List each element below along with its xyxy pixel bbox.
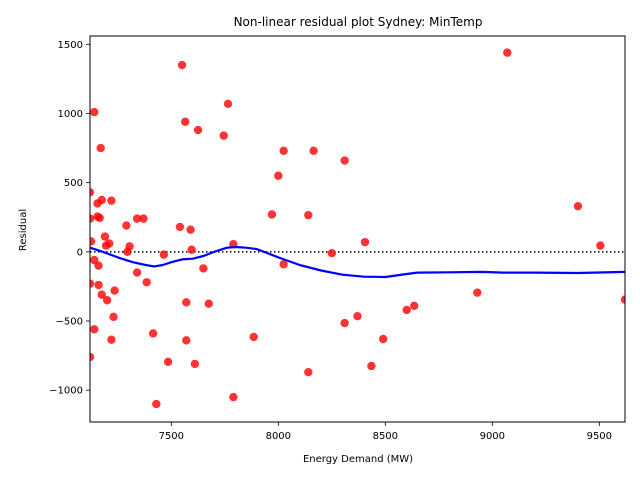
scatter-point-33 [159, 250, 169, 259]
scatter-point-58 [327, 249, 337, 258]
scatter-point-61 [353, 311, 362, 321]
scatter-points [90, 48, 625, 409]
scatter-point-11 [94, 280, 103, 290]
scatter-point-13 [96, 143, 105, 153]
scatter-point-65 [402, 305, 411, 315]
scatter-point-70 [596, 241, 605, 250]
scatter-point-20 [107, 196, 116, 205]
x-axis-ticks: 7500 8000 8500 9000 9500 [159, 422, 612, 442]
y-tick-label-4: 1000 [58, 109, 83, 120]
scatter-point-24 [122, 221, 131, 230]
scatter-point-71 [620, 295, 625, 304]
scatter-point-22 [109, 312, 118, 322]
scatter-point-34 [163, 357, 173, 367]
x-axis-label: Energy Demand (MW) [303, 454, 413, 465]
scatter-point-23 [110, 286, 119, 295]
scatter-point-38 [182, 298, 191, 307]
scatter-point-4 [90, 352, 95, 362]
scatter-point-42 [190, 359, 200, 369]
scatter-point-60 [340, 318, 349, 328]
scatter-point-5 [90, 107, 99, 117]
plot-frame [89, 35, 626, 423]
fit-curve-line [90, 245, 625, 279]
x-tick-label-0: 7500 [159, 431, 184, 442]
scatter-point-43 [193, 125, 203, 135]
chart-title: Non-linear residual plot Sydney: MinTemp [234, 15, 483, 29]
y-tick-label-0: −1000 [49, 386, 83, 397]
scatter-point-37 [181, 117, 190, 126]
plot-area [90, 48, 625, 409]
scatter-point-45 [204, 299, 213, 308]
scatter-point-44 [199, 264, 208, 273]
scatter-point-12 [95, 213, 104, 223]
scatter-point-46 [219, 131, 228, 140]
scatter-point-3 [90, 279, 95, 288]
scatter-point-69 [573, 201, 583, 211]
scatter-point-27 [132, 214, 142, 223]
scatter-point-50 [249, 332, 258, 342]
scatter-point-18 [102, 296, 112, 305]
y-tick-label-3: 500 [64, 178, 83, 189]
x-tick-label-2: 8500 [373, 431, 398, 442]
scatter-point-57 [309, 146, 318, 156]
scatter-point-68 [503, 48, 512, 57]
scatter-point-32 [152, 399, 161, 409]
scatter-point-39 [182, 336, 191, 345]
y-tick-label-1: −500 [56, 317, 83, 328]
y-tick-label-2: 0 [77, 247, 83, 258]
scatter-point-0 [90, 188, 95, 197]
scatter-point-36 [177, 60, 187, 70]
scatter-point-56 [304, 367, 313, 377]
scatter-point-21 [107, 335, 116, 344]
y-axis-ticks: −1000 −500 0 500 1000 1500 [49, 40, 90, 397]
scatter-point-63 [367, 361, 376, 371]
x-tick-label-1: 8000 [266, 431, 291, 442]
scatter-point-49 [229, 392, 238, 402]
x-tick-label-3: 9000 [480, 431, 505, 442]
scatter-point-19 [105, 239, 114, 248]
scatter-point-67 [473, 288, 482, 297]
scatter-point-15 [97, 290, 106, 299]
scatter-point-64 [378, 334, 388, 344]
scatter-point-62 [360, 237, 370, 247]
scatter-point-31 [148, 329, 158, 338]
y-axis-label: Residual [18, 209, 29, 251]
scatter-point-40 [186, 225, 195, 234]
scatter-point-55 [304, 210, 313, 220]
scatter-point-26 [125, 242, 134, 251]
scatter-point-30 [142, 278, 151, 287]
scatter-point-10 [94, 261, 103, 270]
scatter-point-14 [97, 195, 106, 205]
scatter-point-2 [90, 237, 96, 246]
scatter-point-52 [274, 171, 283, 180]
scatter-point-59 [340, 156, 349, 165]
scatter-point-1 [90, 214, 95, 223]
fit-curve [90, 245, 625, 279]
scatter-point-66 [410, 301, 419, 310]
scatter-point-28 [132, 268, 142, 277]
scatter-point-7 [90, 325, 99, 334]
scatter-point-53 [279, 146, 288, 156]
y-tick-label-5: 1500 [58, 40, 83, 51]
scatter-point-16 [100, 232, 110, 241]
scatter-point-54 [279, 260, 288, 269]
scatter-point-47 [223, 99, 233, 108]
scatter-point-41 [187, 245, 196, 254]
scatter-point-51 [267, 210, 277, 219]
x-tick-label-4: 9500 [587, 431, 612, 442]
scatter-point-29 [139, 214, 148, 223]
scatter-point-35 [175, 222, 185, 232]
